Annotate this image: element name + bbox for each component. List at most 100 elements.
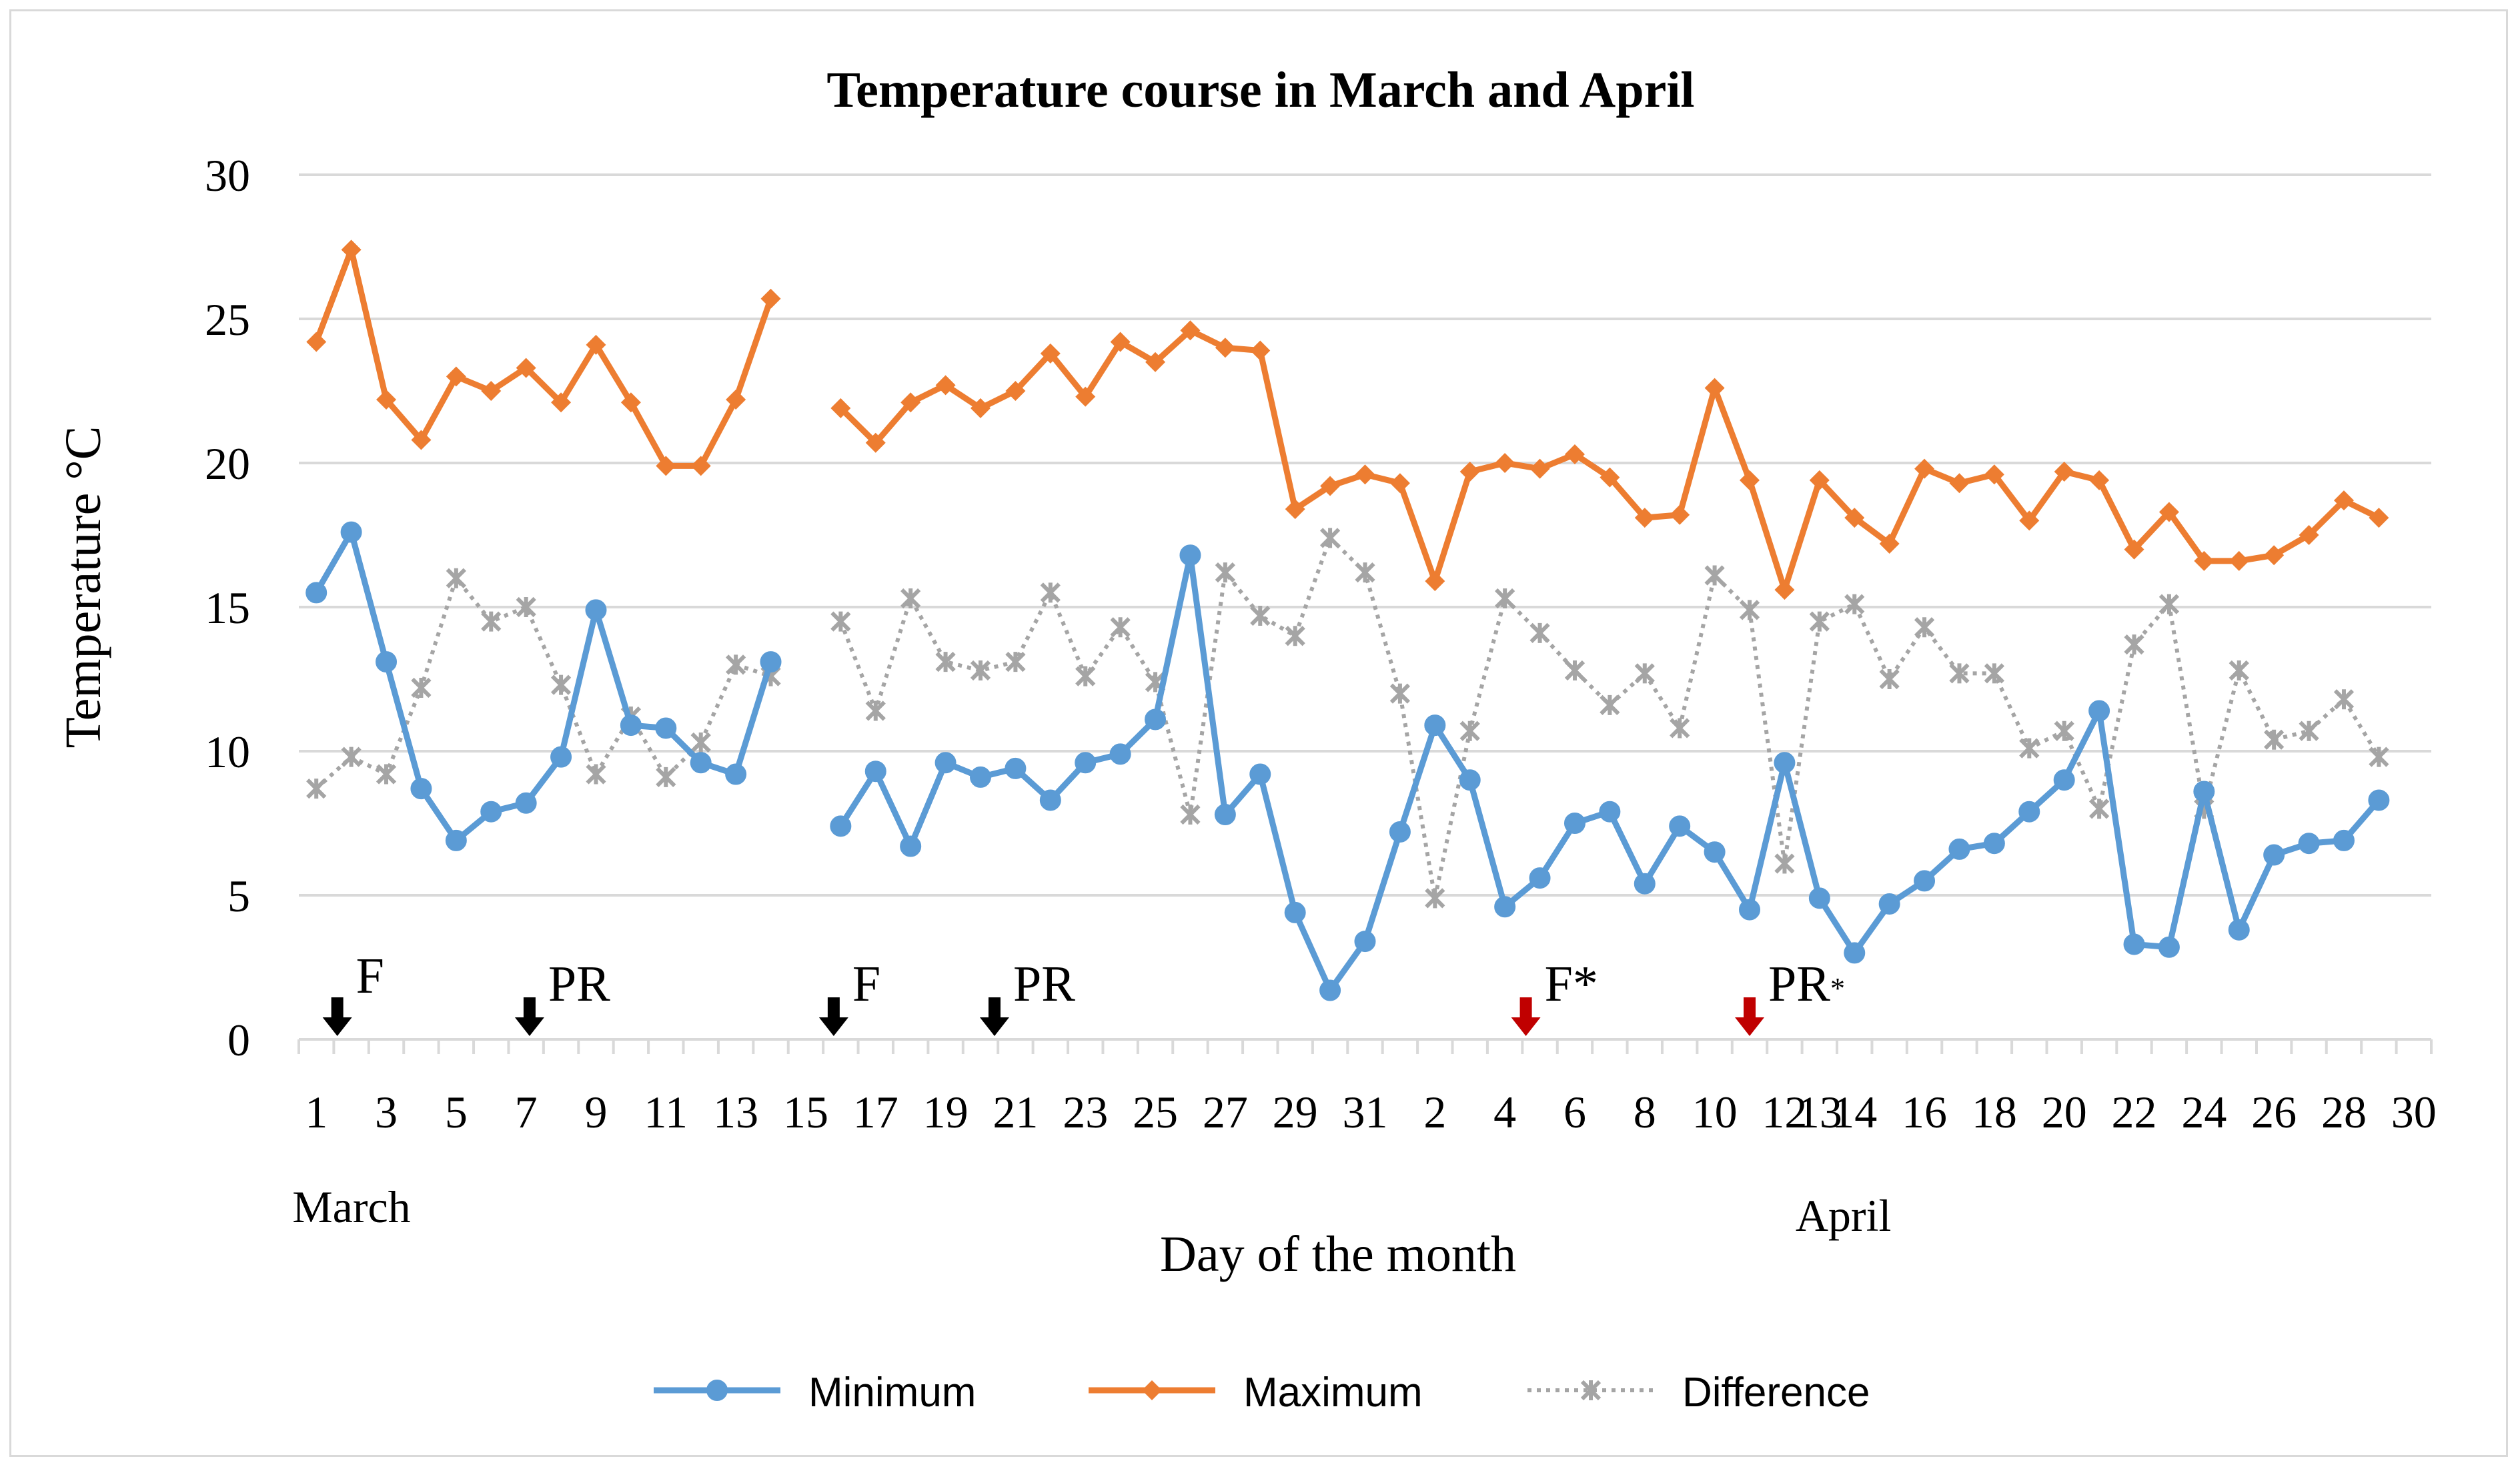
maximum-point — [1564, 444, 1585, 465]
maximum-point — [1600, 467, 1620, 488]
y-tick-label: 5 — [227, 871, 250, 921]
difference-point — [376, 764, 397, 785]
difference-point — [1949, 663, 1970, 684]
treatment-annotations: F PR F PR F* PR* — [322, 948, 1845, 1036]
legend-item-minimum: Minimum — [654, 1370, 976, 1416]
annotation-label: F* — [1545, 956, 1598, 1012]
maximum-point — [1529, 458, 1550, 479]
minimum-point — [2088, 700, 2110, 722]
difference-point — [1634, 663, 1655, 684]
difference-point — [1670, 718, 1690, 739]
annotation-superscript: * — [1830, 972, 1845, 1005]
maximum-point — [1984, 464, 2004, 485]
x-tick-label: 3 — [375, 1087, 398, 1137]
maximum-point — [1145, 352, 1166, 372]
maximum-point — [2369, 508, 2389, 528]
minimum-point — [1319, 979, 1341, 1001]
x-tick-label: 15 — [783, 1087, 828, 1137]
maximum-point — [1285, 499, 1305, 520]
difference-point — [1110, 617, 1131, 638]
x-tick-label: 6 — [1563, 1087, 1586, 1137]
difference-point — [865, 700, 886, 721]
difference-point — [725, 654, 746, 675]
minimum-point — [410, 778, 432, 800]
difference-point — [2333, 689, 2355, 710]
minimum-point — [2298, 833, 2320, 855]
maximum-point — [1005, 381, 1026, 401]
difference-point — [1564, 660, 1586, 681]
maximum-point — [341, 239, 362, 260]
maximum-point — [1634, 508, 1655, 528]
difference-point — [1389, 683, 1411, 704]
difference-point — [900, 588, 921, 609]
difference-point — [2229, 660, 2249, 681]
difference-point — [1040, 582, 1061, 603]
x-tick-label: 14 — [1832, 1087, 1877, 1137]
minimum-point — [2053, 769, 2075, 791]
x-tick-label: 25 — [1133, 1087, 1178, 1137]
legend-label: Difference — [1682, 1370, 1870, 1416]
x-tick-label: 16 — [1902, 1087, 1947, 1137]
maximum-point — [1250, 340, 1271, 361]
difference-point — [1459, 720, 1480, 741]
maximum-point — [2299, 525, 2319, 545]
annotation: F — [818, 956, 880, 1036]
annotation: PR* — [1735, 956, 1845, 1036]
x-tick-label: 4 — [1493, 1087, 1516, 1137]
annotation-label: PR — [1013, 956, 1075, 1012]
x-axis — [297, 1038, 2433, 1054]
maximum-point — [1949, 473, 1970, 494]
difference-point — [2299, 720, 2319, 741]
difference-point — [1319, 528, 1341, 548]
minimum-point — [1878, 893, 1900, 915]
minimum-point — [1459, 769, 1481, 791]
series-difference — [306, 528, 2389, 909]
maximum-point — [446, 366, 466, 387]
minimum-point — [900, 835, 922, 857]
down-arrow-icon — [514, 997, 544, 1036]
y-tick-labels: 0 5 10 15 20 25 30 — [205, 150, 250, 1065]
y-tick-label: 15 — [205, 582, 250, 633]
minimum-point — [830, 815, 852, 837]
x-tick-label: 11 — [644, 1087, 688, 1137]
difference-point — [935, 651, 956, 672]
difference-point — [2019, 738, 2040, 759]
difference-point — [830, 611, 851, 632]
minimum-point — [2123, 933, 2145, 955]
x-tick-label: 10 — [1692, 1087, 1738, 1137]
maximum-point — [1320, 476, 1341, 496]
difference-point — [516, 596, 536, 618]
minimum-point — [1249, 763, 1271, 785]
difference-point — [1285, 626, 1305, 646]
minimum-point — [1529, 867, 1551, 889]
minimum-point — [1214, 804, 1236, 826]
difference-point — [2369, 747, 2389, 767]
minimum-point — [1284, 901, 1306, 923]
minimum-point — [340, 521, 362, 543]
maximum-point — [1075, 386, 1096, 407]
maximum-point — [1110, 332, 1131, 352]
difference-point — [1600, 694, 1620, 716]
maximum-point — [1459, 461, 1480, 482]
minimum-point — [2228, 919, 2250, 941]
y-tick-label: 30 — [205, 150, 250, 201]
difference-point — [2264, 729, 2285, 750]
maximum-point — [1040, 343, 1061, 364]
difference-point — [446, 568, 466, 588]
minimum-point — [1494, 896, 1516, 918]
minimum-point — [2193, 781, 2215, 803]
difference-point — [1704, 565, 1725, 586]
minimum-point — [1005, 757, 1027, 779]
legend-item-maximum: Maximum — [1089, 1370, 1423, 1416]
minimum-point — [1599, 801, 1621, 823]
maximum-point — [900, 392, 921, 413]
difference-point — [1005, 651, 1026, 672]
maximum-point — [1844, 508, 1865, 528]
difference-line — [838, 536, 2381, 901]
minimum-point — [1075, 752, 1097, 774]
minimum-point — [1948, 838, 1970, 860]
difference-point — [1215, 562, 1235, 583]
maximum-point — [935, 375, 956, 396]
minimum-point — [2018, 801, 2040, 823]
